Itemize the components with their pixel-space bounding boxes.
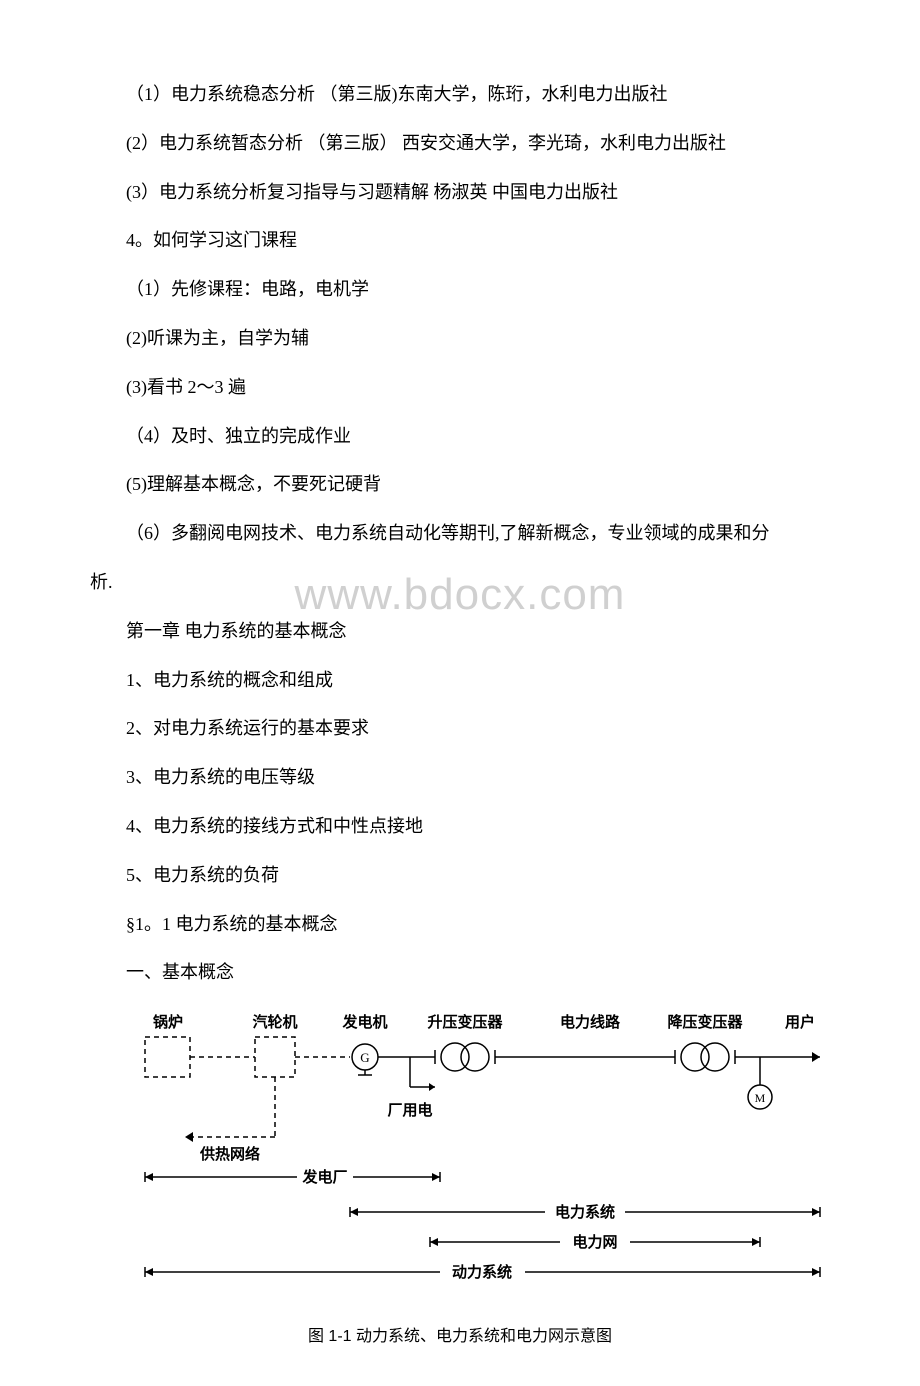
stepup-label: 升压变压器 xyxy=(427,1013,503,1031)
text-line: (3）电力系统分析复习指导与习题精解 杨淑英 中国电力出版社 xyxy=(90,178,830,207)
text-line: （1）电力系统稳态分析 （第三版)东南大学，陈珩，水利电力出版社 xyxy=(90,80,830,109)
dynamic-label: 动力系统 xyxy=(452,1263,512,1281)
diagram-container: 锅炉 汽轮机 发电机 升压变压器 电力线路 降压变压器 用户 G xyxy=(90,1007,830,1346)
stepup-coil2 xyxy=(461,1043,489,1071)
power-system-diagram: 锅炉 汽轮机 发电机 升压变压器 电力线路 降压变压器 用户 G xyxy=(100,1007,840,1307)
text-line: 第一章 电力系统的基本概念 xyxy=(90,617,830,646)
motor-letter: M xyxy=(755,1091,766,1105)
grid-label: 电力网 xyxy=(572,1233,617,1251)
text-line: （4）及时、独立的完成作业 xyxy=(90,422,830,451)
text-line: §1。1 电力系统的基本概念 xyxy=(90,910,830,939)
text-line: 1、电力系统的概念和组成 xyxy=(90,666,830,695)
text-line: 4、电力系统的接线方式和中性点接地 xyxy=(90,812,830,841)
boiler-box xyxy=(145,1037,190,1077)
text-line: 5、电力系统的负荷 xyxy=(90,861,830,890)
svg-text:发电厂: 发电厂 xyxy=(301,1168,347,1186)
stepdown-coil2 xyxy=(701,1043,729,1071)
text-line: （1）先修课程：电路，电机学 xyxy=(90,275,830,304)
turbine-label: 汽轮机 xyxy=(252,1013,297,1031)
text-line: (2）电力系统暂态分析 （第三版） 西安交通大学，李光琦，水利电力出版社 xyxy=(90,129,830,158)
user-label: 用户 xyxy=(785,1013,815,1031)
stepdown-label: 降压变压器 xyxy=(667,1013,743,1031)
text-line: （6）多翻阅电网技术、电力系统自动化等期刊,了解新概念，专业领域的成果和分 xyxy=(90,519,830,548)
text-line: 2、对电力系统运行的基本要求 xyxy=(90,714,830,743)
text-line: (5)理解基本概念，不要死记硬背 xyxy=(90,470,830,499)
heat-network-label: 供热网络 xyxy=(199,1145,260,1163)
factory-use-label: 厂用电 xyxy=(387,1101,432,1119)
text-line: (2)听课为主，自学为辅 xyxy=(90,324,830,353)
line-label: 电力线路 xyxy=(560,1013,621,1031)
text-line: (3)看书 2～3 遍 xyxy=(90,373,830,402)
boiler-label: 锅炉 xyxy=(153,1013,183,1031)
system-label: 电力系统 xyxy=(555,1203,615,1221)
document-content: （1）电力系统稳态分析 （第三版)东南大学，陈珩，水利电力出版社 (2）电力系统… xyxy=(90,80,830,1346)
diagram-caption: 图 1-1 动力系统、电力系统和电力网示意图 xyxy=(100,1322,820,1346)
text-line: 析. xyxy=(90,568,830,597)
text-line: 一、基本概念 xyxy=(90,958,830,987)
generator-label: 发电机 xyxy=(341,1013,387,1031)
text-line: 4。如何学习这门课程 xyxy=(90,226,830,255)
text-line: 3、电力系统的电压等级 xyxy=(90,763,830,792)
generator-letter: G xyxy=(360,1050,369,1065)
turbine-box xyxy=(255,1037,295,1077)
